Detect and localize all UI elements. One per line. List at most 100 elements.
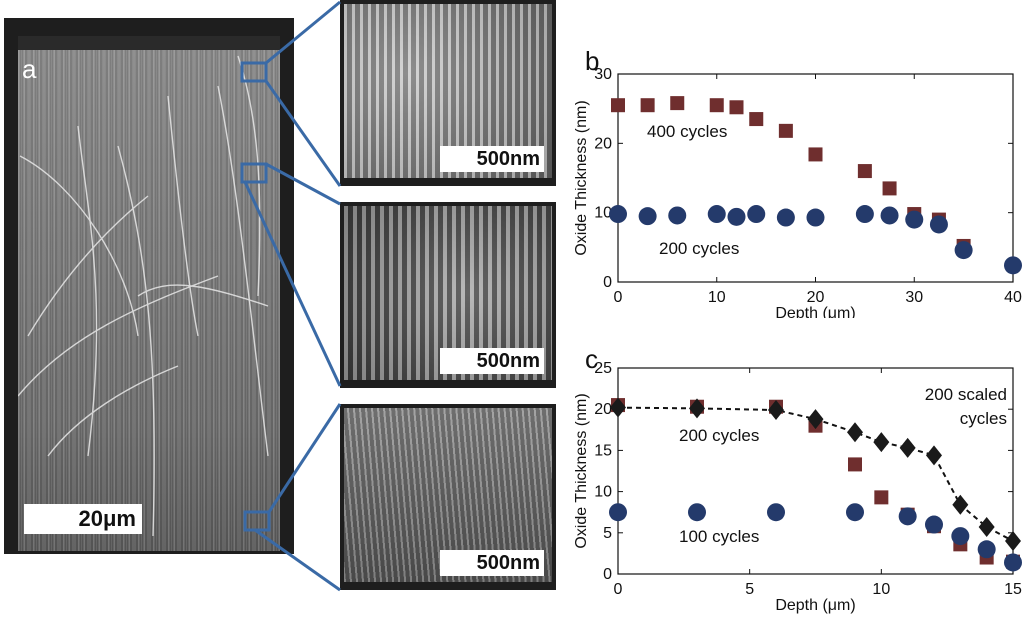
square-marker bbox=[640, 98, 655, 113]
annotation-label: 400 cycles bbox=[647, 122, 727, 141]
x-axis-label: Depth (μm) bbox=[775, 597, 855, 614]
circle-marker bbox=[977, 540, 996, 559]
plot-frame bbox=[617, 367, 1014, 575]
y-axis-label: Oxide Thickness (nm) bbox=[575, 393, 590, 548]
circle-marker bbox=[1004, 553, 1022, 572]
x-tick-label: 10 bbox=[708, 289, 726, 306]
connector-line bbox=[264, 80, 342, 187]
diamond-marker bbox=[952, 494, 969, 515]
square-marker bbox=[874, 490, 889, 505]
diamond-marker bbox=[1005, 531, 1021, 552]
x-tick-label: 40 bbox=[1004, 289, 1022, 306]
circle-marker bbox=[747, 205, 766, 224]
diamond-marker bbox=[926, 445, 942, 466]
connector-line bbox=[243, 181, 342, 387]
y-tick-label: 25 bbox=[594, 360, 612, 377]
y-tick-label: 0 bbox=[603, 274, 612, 291]
x-tick-label: 20 bbox=[807, 289, 825, 306]
y-tick-label: 0 bbox=[603, 566, 612, 583]
y-tick-label: 15 bbox=[594, 442, 612, 459]
y-axis-label: Oxide Thickness (nm) bbox=[575, 100, 590, 255]
circle-marker bbox=[954, 241, 973, 260]
circle-marker bbox=[727, 207, 746, 226]
diamond-marker bbox=[899, 437, 916, 458]
sem-inset-bottom: 500nm bbox=[340, 404, 556, 590]
square-marker bbox=[848, 457, 862, 472]
square-marker bbox=[749, 112, 764, 127]
connector-line bbox=[254, 528, 341, 592]
circle-marker bbox=[609, 205, 627, 224]
circle-marker bbox=[855, 205, 874, 224]
circle-marker bbox=[951, 527, 970, 546]
square-marker bbox=[611, 98, 625, 113]
y-tick-label: 10 bbox=[594, 484, 612, 501]
diamond-marker bbox=[610, 397, 626, 418]
square-marker bbox=[857, 164, 872, 179]
panel-label-b: b bbox=[585, 46, 599, 76]
circle-marker bbox=[609, 503, 627, 522]
square-marker bbox=[882, 181, 897, 196]
circle-marker bbox=[925, 515, 943, 534]
region-marker-middle bbox=[240, 162, 268, 184]
sem-top-surface bbox=[18, 36, 280, 50]
circle-marker bbox=[806, 208, 825, 227]
annotation-label: cycles bbox=[960, 409, 1007, 428]
chart-b: b 0 10 20 30 40 0 10 20 30 Depth (μm) Oxide Thickn… bbox=[575, 46, 1022, 318]
inset-scale-bar-middle: 500nm bbox=[440, 348, 544, 374]
square-marker bbox=[778, 123, 793, 138]
x-axis-label: Depth (μm) bbox=[775, 305, 855, 318]
sem-inset-middle: 500nm bbox=[340, 202, 556, 388]
inset-scale-bar-bottom: 500nm bbox=[440, 550, 544, 576]
y-tick-label: 30 bbox=[594, 66, 612, 83]
circle-marker bbox=[929, 215, 948, 234]
chart-c: c 0 5 10 15 0 5 10 15 20 25 Depth (μm) Oxide Thickn… bbox=[575, 344, 1022, 614]
square-marker bbox=[709, 98, 724, 113]
x-tick-label: 30 bbox=[905, 289, 923, 306]
region-marker-top bbox=[240, 61, 268, 83]
connector-line bbox=[265, 162, 341, 206]
region-marker-bottom bbox=[243, 510, 271, 532]
square-marker bbox=[729, 100, 744, 115]
panel-label-c: c bbox=[585, 344, 598, 374]
square-marker bbox=[808, 147, 823, 162]
diamond-marker bbox=[768, 400, 784, 421]
connector-line bbox=[267, 403, 342, 513]
x-tick-label: 15 bbox=[1004, 581, 1022, 598]
scale-bar-20um: 20μm bbox=[24, 504, 142, 534]
circle-marker bbox=[898, 507, 917, 526]
annotation-label: 200 cycles bbox=[679, 426, 759, 445]
circle-marker bbox=[767, 503, 785, 522]
x-tick-label: 0 bbox=[614, 289, 623, 306]
sem-cross-section bbox=[4, 18, 294, 554]
panel-label-a: a bbox=[22, 54, 37, 84]
circle-marker bbox=[638, 207, 657, 226]
circle-marker bbox=[707, 205, 726, 224]
annotation-label: 200 scaled bbox=[925, 385, 1007, 404]
circle-marker bbox=[846, 503, 864, 522]
y-tick-label: 10 bbox=[594, 205, 612, 222]
x-tick-label: 10 bbox=[872, 581, 890, 598]
circle-marker bbox=[688, 503, 706, 522]
y-tick-label: 20 bbox=[594, 135, 612, 152]
connector-line bbox=[265, 0, 341, 65]
x-tick-label: 5 bbox=[745, 581, 754, 598]
circle-marker bbox=[905, 210, 924, 229]
circle-marker bbox=[880, 206, 899, 225]
circle-marker bbox=[668, 206, 687, 225]
square-marker bbox=[670, 96, 685, 111]
y-tick-label: 5 bbox=[603, 525, 612, 542]
diamond-marker bbox=[873, 432, 890, 453]
sem-image bbox=[18, 36, 280, 551]
annotation-label: 100 cycles bbox=[679, 527, 759, 546]
sem-inset-top: 500nm bbox=[340, 0, 556, 186]
diamond-marker bbox=[847, 422, 863, 443]
annotation-label: 200 cycles bbox=[659, 239, 739, 258]
circle-marker bbox=[1004, 256, 1022, 275]
diamond-marker bbox=[978, 517, 995, 538]
diamond-marker bbox=[689, 398, 705, 419]
circle-marker bbox=[776, 208, 795, 227]
sem-fibers bbox=[18, 55, 269, 537]
diamond-marker bbox=[807, 409, 824, 430]
series-line-dashed bbox=[617, 406, 1014, 542]
